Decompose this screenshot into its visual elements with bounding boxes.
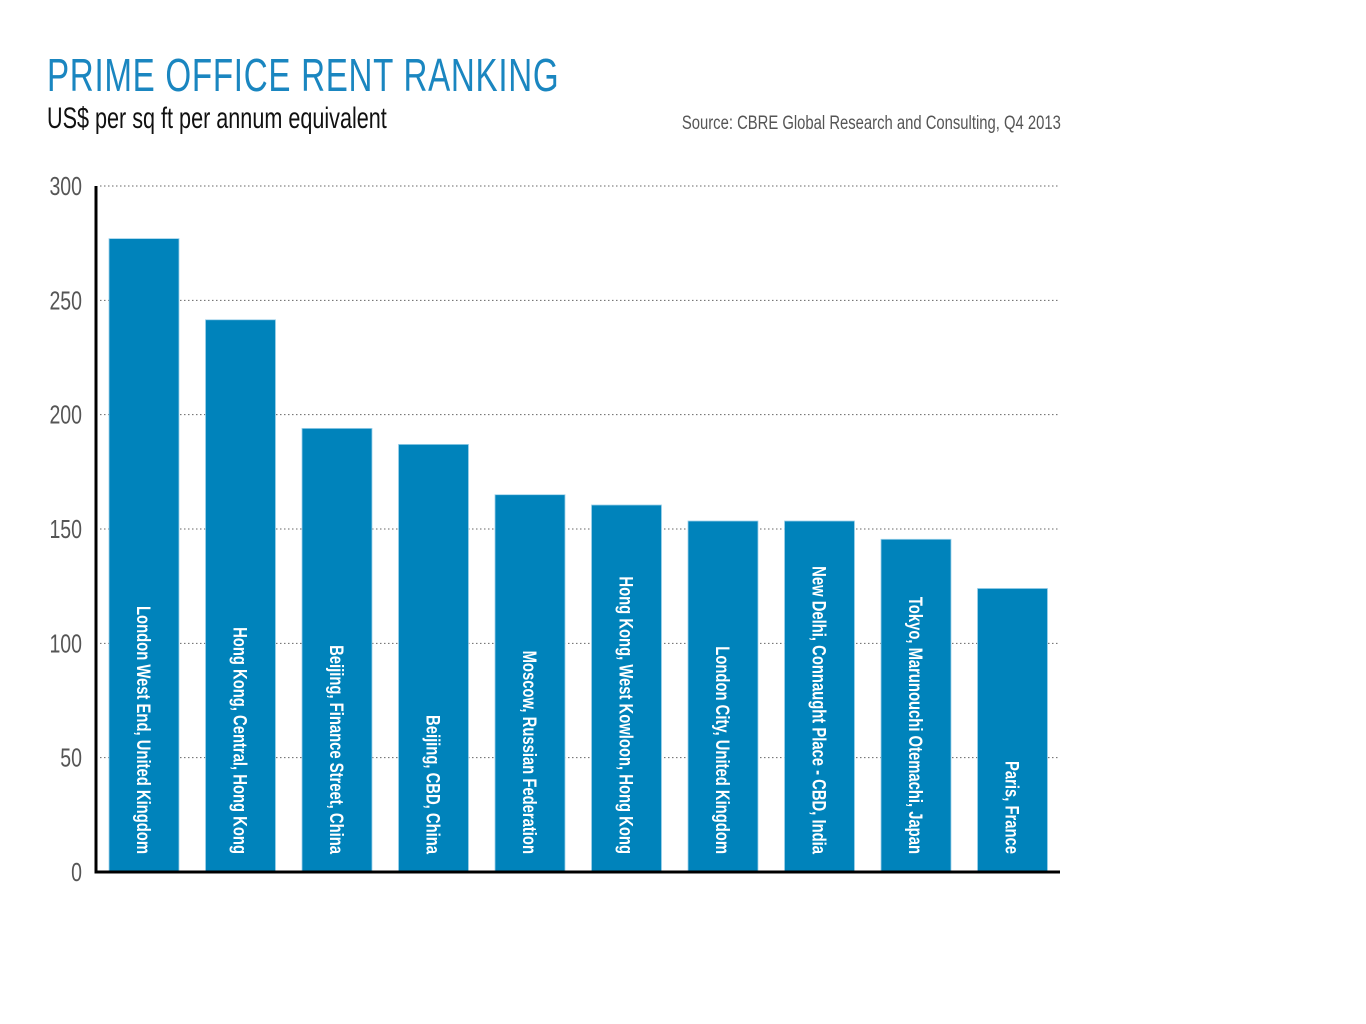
bar-category-label: Hong Kong, West Kowloon, Hong Kong <box>615 576 636 854</box>
bar <box>108 238 180 873</box>
bar-category-label: Tokyo, Marunouchi Otemachi, Japan <box>905 597 926 854</box>
bar <box>205 319 276 873</box>
chart-title: PRIME OFFICE RENT RANKING <box>47 49 560 101</box>
bar-category-label: London City, United Kingdom <box>712 646 733 854</box>
y-tick-label: 0 <box>71 857 82 886</box>
bar <box>301 427 373 873</box>
bar-category-label: Beijing, Finance Street, China <box>326 645 347 854</box>
y-tick-label: 50 <box>60 743 82 772</box>
bar-category-label: Paris, France <box>1001 761 1022 854</box>
y-tick-label: 250 <box>49 286 82 315</box>
bar <box>977 588 1048 873</box>
bar-category-label: Beijing, CBD, China <box>422 715 443 854</box>
bar-category-label: Moscow, Russian Federation <box>519 651 540 854</box>
chart-subtitle: US$ per sq ft per annum equivalent <box>47 102 387 135</box>
bar <box>591 504 662 873</box>
bar-category-label: Hong Kong, Central, Hong Kong <box>229 627 250 854</box>
source-note: Source: CBRE Global Research and Consult… <box>682 113 1061 134</box>
y-axis-ticks: 0 50 100 150 200 250 300 <box>49 171 82 886</box>
bar <box>784 520 855 873</box>
bar-labels: London West End, United Kingdom Hong Kong… <box>133 566 1023 854</box>
y-tick-label: 150 <box>49 514 82 543</box>
bar-category-label: London West End, United Kingdom <box>133 606 154 854</box>
bar-category-label: New Delhi, Connaught Place - CBD, India <box>808 566 829 854</box>
bar <box>687 520 759 873</box>
bar <box>398 443 469 873</box>
y-tick-label: 100 <box>49 629 82 658</box>
bar <box>494 494 566 873</box>
bar <box>880 538 952 873</box>
y-tick-label: 200 <box>49 400 82 429</box>
bars <box>108 238 1048 873</box>
y-tick-label: 300 <box>49 171 82 200</box>
